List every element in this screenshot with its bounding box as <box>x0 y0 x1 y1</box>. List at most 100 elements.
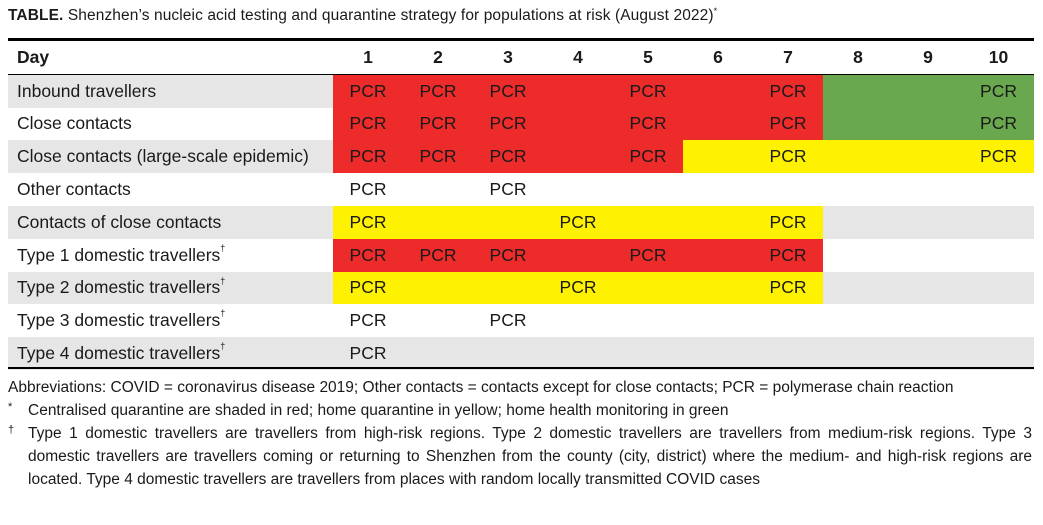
day-cell <box>543 173 613 206</box>
day-cell <box>823 74 893 108</box>
day-cell <box>893 107 963 141</box>
day-cell <box>893 140 963 174</box>
day-cell <box>963 271 1034 305</box>
day-cell <box>963 239 1034 272</box>
header-day-6: 6 <box>683 41 753 75</box>
day-cell: PCR <box>403 140 473 174</box>
day-cell: PCR <box>473 107 543 141</box>
row-label: Type 1 domestic travellers† <box>8 239 333 272</box>
header-day-2: 2 <box>403 41 473 75</box>
header-day-4: 4 <box>543 41 613 75</box>
day-cell: PCR <box>753 238 823 272</box>
day-cell <box>823 271 893 305</box>
abbreviations-note: Abbreviations: COVID = coronavirus disea… <box>8 379 954 396</box>
table-body: Inbound travellers PCR PCR PCR PCR PCR PCR Clos… <box>8 74 1034 370</box>
day-cell <box>823 173 893 206</box>
row-label: Type 4 domestic travellers† <box>8 337 333 370</box>
table-row: Contacts of close contacts PCR PCR PCR <box>8 205 1034 239</box>
table-row: Type 3 domestic travellers† PCR PCR <box>8 304 1034 337</box>
day-cell: PCR <box>333 140 403 174</box>
table-header-row: Day 1 2 3 4 5 6 7 8 9 10 <box>8 41 1034 75</box>
header-day-5: 5 <box>613 41 683 75</box>
day-cell: PCR <box>613 74 683 108</box>
header-day-1: 1 <box>333 41 403 75</box>
day-cell: PCR <box>963 74 1034 108</box>
day-cell: PCR <box>473 74 543 108</box>
day-cell: PCR <box>403 107 473 141</box>
day-cell: PCR <box>963 140 1034 174</box>
header-day: Day <box>8 41 333 75</box>
day-cell <box>543 74 613 108</box>
day-cell: PCR <box>473 140 543 174</box>
day-cell <box>823 239 893 272</box>
day-cell <box>893 74 963 108</box>
footnote-star-text: Centralised quarantine are shaded in red… <box>28 402 729 419</box>
day-cell <box>753 337 823 370</box>
day-cell <box>403 304 473 337</box>
row-label-text: Type 1 domestic travellers <box>17 244 221 265</box>
day-cell <box>543 107 613 141</box>
day-cell: PCR <box>489 310 527 331</box>
day-cell <box>473 271 543 305</box>
day-cell <box>963 205 1034 239</box>
day-cell: PCR <box>473 238 543 272</box>
day-cell <box>403 337 473 370</box>
row-label: Type 3 domestic travellers† <box>8 304 333 337</box>
row-label-text: Type 2 domestic travellers <box>17 277 221 298</box>
row-label-text: Other contacts <box>17 179 131 200</box>
day-cell: PCR <box>333 107 403 141</box>
day-cell <box>683 107 753 141</box>
day-cell <box>753 304 823 337</box>
day-cell: PCR <box>489 179 527 200</box>
day-cell: PCR <box>333 74 403 108</box>
day-cell <box>963 173 1034 206</box>
row-label-text: Inbound travellers <box>17 80 157 101</box>
row-label: Contacts of close contacts <box>8 205 333 239</box>
row-label: Close contacts <box>8 108 333 141</box>
day-cell <box>613 337 683 370</box>
row-label-text: Close contacts <box>17 113 132 134</box>
day-cell: PCR <box>543 205 613 239</box>
day-cell <box>683 238 753 272</box>
day-cell <box>473 337 543 370</box>
row-footnote-mark: † <box>220 242 226 253</box>
day-cell: PCR <box>753 107 823 141</box>
day-cell <box>473 205 543 239</box>
footnote-traveller-types: † Type 1 domestic travellers are travell… <box>8 422 1032 491</box>
day-cell: PCR <box>753 271 823 305</box>
day-cell <box>683 140 753 174</box>
header-day-7: 7 <box>753 41 823 75</box>
day-cell <box>683 205 753 239</box>
day-cell <box>823 205 893 239</box>
row-label-text: Contacts of close contacts <box>17 211 222 232</box>
header-day-10: 10 <box>963 41 1034 75</box>
caption-footnote-mark: * <box>713 6 718 16</box>
day-cell: PCR <box>753 140 823 174</box>
day-cell <box>823 304 893 337</box>
day-cell <box>613 271 683 305</box>
day-cell <box>893 304 963 337</box>
day-cell <box>613 205 683 239</box>
day-cell <box>543 304 613 337</box>
row-label-text: Close contacts (large-scale epidemic) <box>17 146 309 167</box>
day-cell <box>893 271 963 305</box>
day-cell: PCR <box>349 310 387 331</box>
day-cell <box>753 173 823 206</box>
day-cell <box>403 173 473 206</box>
day-cell <box>893 173 963 206</box>
row-footnote-mark: † <box>220 308 226 319</box>
footnote-dagger-text: Type 1 domestic travellers are traveller… <box>28 425 1032 488</box>
day-cell: PCR <box>613 140 683 174</box>
row-label-text: Type 3 domestic travellers <box>17 310 221 331</box>
header-day-9: 9 <box>893 41 963 75</box>
day-cell <box>893 239 963 272</box>
table-row: Type 2 domestic travellers† PCR PCR PCR <box>8 271 1034 305</box>
testing-strategy-table: Day 1 2 3 4 5 6 7 8 9 10 Inbound travellers PCR PCR… <box>8 41 1034 370</box>
table-row: Inbound travellers PCR PCR PCR PCR PCR PCR <box>8 74 1034 108</box>
day-cell: PCR <box>333 337 403 370</box>
day-cell: PCR <box>349 179 387 200</box>
day-cell <box>613 173 683 206</box>
caption-label: TABLE. <box>8 7 64 25</box>
day-cell <box>403 271 473 305</box>
row-label: Inbound travellers <box>8 74 333 108</box>
